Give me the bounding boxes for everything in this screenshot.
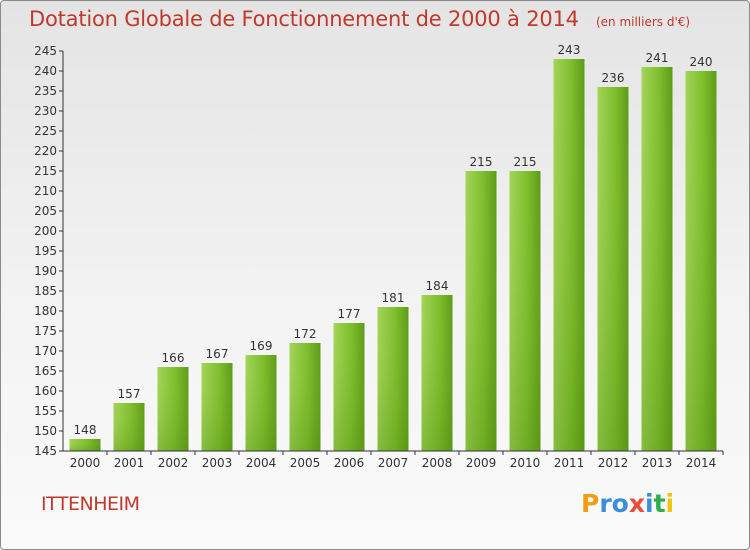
y-tick-label: 155 xyxy=(34,404,57,418)
data-label-2013: 241 xyxy=(646,51,669,65)
y-tick-label: 205 xyxy=(34,204,57,218)
y-tick-label: 150 xyxy=(34,424,57,438)
bar-shade-2008 xyxy=(421,295,453,451)
data-label-2006: 177 xyxy=(338,307,361,321)
bar-shade-2000 xyxy=(69,439,101,451)
y-tick-label: 165 xyxy=(34,364,57,378)
data-label-2001: 157 xyxy=(118,387,141,401)
data-label-2014: 240 xyxy=(690,55,713,69)
x-tick-label-2009: 2009 xyxy=(466,456,497,470)
data-label-2003: 167 xyxy=(206,347,229,361)
data-label-2000: 148 xyxy=(74,423,97,437)
bar-shade-2004 xyxy=(245,355,277,451)
bar-shade-2009 xyxy=(465,171,497,451)
bar-shade-2013 xyxy=(641,67,673,451)
logo-letter: x xyxy=(628,489,645,518)
x-tick-label-2003: 2003 xyxy=(202,456,233,470)
bar-shade-2006 xyxy=(333,323,365,451)
commune-name: ITTENHEIM xyxy=(41,493,140,515)
title-row: Dotation Globale de Fonctionnement de 20… xyxy=(29,7,690,31)
proxiti-logo: Proxiti xyxy=(581,489,674,518)
x-tick-label-2012: 2012 xyxy=(598,456,629,470)
logo-letter: t xyxy=(653,489,666,518)
logo-letter: r xyxy=(599,489,612,518)
bar-shade-2012 xyxy=(597,87,629,451)
y-tick-label: 170 xyxy=(34,344,57,358)
x-tick-label-2000: 2000 xyxy=(70,456,101,470)
x-tick-label-2011: 2011 xyxy=(554,456,585,470)
bar-shade-2010 xyxy=(509,171,541,451)
y-axis: 145 150 155 160 165 170 175 180 185 190 195 200 205 2… xyxy=(34,44,64,458)
data-label-2005: 172 xyxy=(294,327,317,341)
y-tick-label: 185 xyxy=(34,284,57,298)
chart-title: Dotation Globale de Fonctionnement de 20… xyxy=(29,7,579,31)
x-tick-label-2001: 2001 xyxy=(114,456,145,470)
y-tick-label: 200 xyxy=(34,224,57,238)
x-tick-label-2005: 2005 xyxy=(290,456,321,470)
bar-shade-2005 xyxy=(289,343,321,451)
data-label-2009: 215 xyxy=(470,155,493,169)
x-tick-label-2014: 2014 xyxy=(686,456,717,470)
bar-shade-2001 xyxy=(113,403,145,451)
bar-shade-2007 xyxy=(377,307,409,451)
data-label-2008: 184 xyxy=(426,279,449,293)
x-tick-label-2002: 2002 xyxy=(158,456,189,470)
y-tick-label: 175 xyxy=(34,324,57,338)
y-tick-label: 160 xyxy=(34,384,57,398)
bar-shade-2011 xyxy=(553,59,585,451)
y-tick-label: 145 xyxy=(34,444,57,458)
bar-shade-2003 xyxy=(201,363,233,451)
y-tick-label: 235 xyxy=(34,84,57,98)
data-label-2007: 181 xyxy=(382,291,405,305)
logo-letter: P xyxy=(581,489,600,518)
data-label-2012: 236 xyxy=(602,71,625,85)
data-label-2004: 169 xyxy=(250,339,273,353)
data-label-2011: 243 xyxy=(558,43,581,57)
y-tick-label: 210 xyxy=(34,184,57,198)
logo-letter: i xyxy=(665,489,675,518)
x-tick-label-2008: 2008 xyxy=(422,456,453,470)
y-tick-label: 240 xyxy=(34,64,57,78)
y-tick-label: 195 xyxy=(34,244,57,258)
logo-letter: o xyxy=(611,489,629,518)
logo-letter: i xyxy=(645,489,654,518)
y-tick-label: 190 xyxy=(34,264,57,278)
x-tick-label-2007: 2007 xyxy=(378,456,409,470)
bar-shade-2014 xyxy=(685,71,717,451)
bars: 148 157 166 167 169 172 177 181 184 215 215 243 236 2… xyxy=(69,43,717,451)
data-label-2010: 215 xyxy=(514,155,537,169)
data-label-2002: 166 xyxy=(162,351,185,365)
y-tick-label: 180 xyxy=(34,304,57,318)
y-tick-label: 230 xyxy=(34,104,57,118)
x-tick-label-2010: 2010 xyxy=(510,456,541,470)
y-tick-label: 225 xyxy=(34,124,57,138)
chart-subtitle: (en milliers d'€) xyxy=(595,15,691,29)
x-tick-label-2006: 2006 xyxy=(334,456,365,470)
bar-shade-2002 xyxy=(157,367,189,451)
y-tick-label: 245 xyxy=(34,44,57,58)
y-tick-label: 215 xyxy=(34,164,57,178)
x-axis: 2000 2001 2002 2003 2004 2005 2006 2007 2008 2009… xyxy=(63,450,724,470)
x-tick-label-2004: 2004 xyxy=(246,456,277,470)
x-tick-label-2013: 2013 xyxy=(642,456,673,470)
y-tick-label: 220 xyxy=(34,144,57,158)
